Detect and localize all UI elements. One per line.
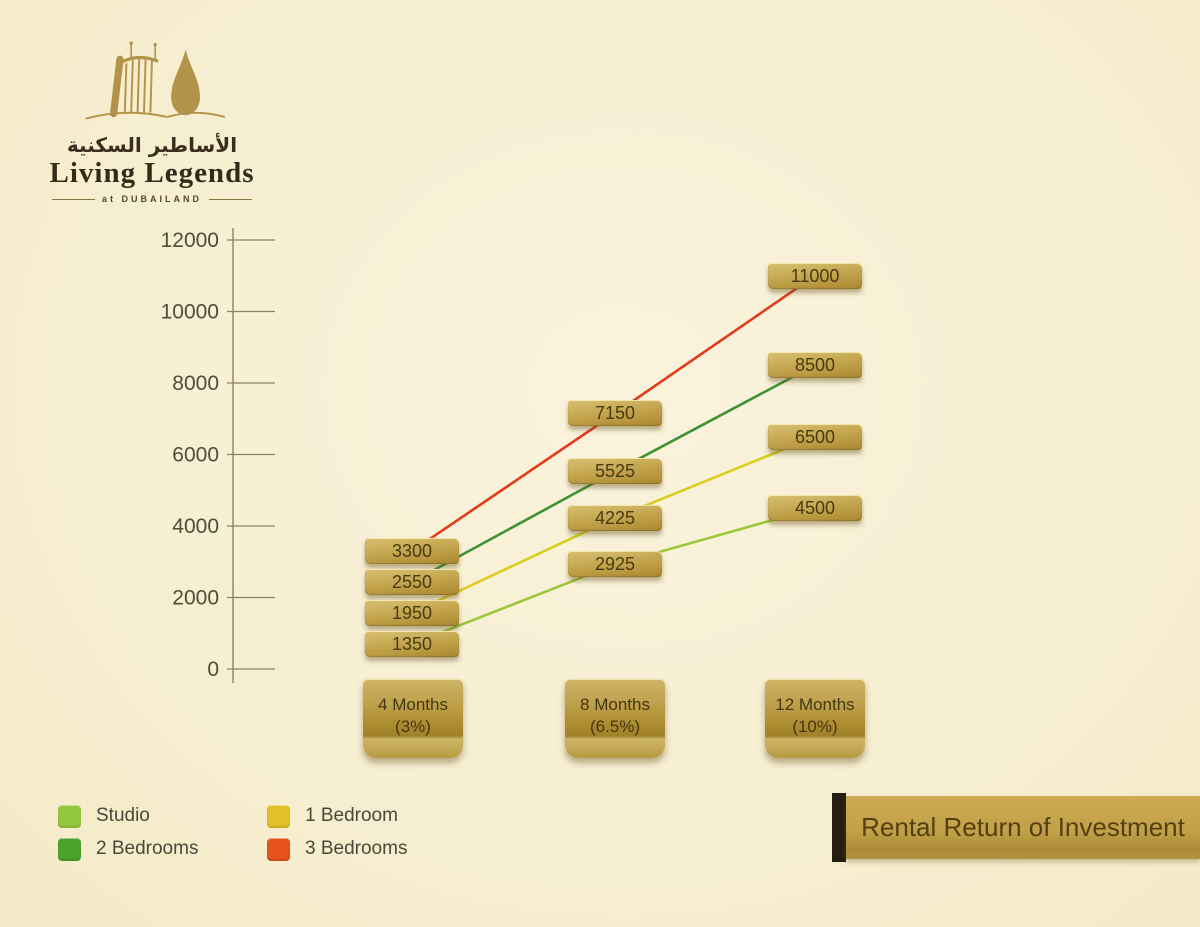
legend-swatch-icon [58, 837, 81, 861]
legend-item-1-bedroom: 1 Bedroom [267, 804, 398, 828]
brand-logo-icon [85, 41, 225, 120]
tagline-rule-right [209, 198, 252, 200]
axis-tick-label: 10000 [161, 301, 219, 324]
legend-item-2-bedrooms: 2 Bedrooms [58, 837, 198, 861]
category-label: 12 Months [775, 695, 855, 714]
axis-tick-label: 8000 [172, 372, 219, 395]
legend-label: 3 Bedrooms [305, 838, 408, 859]
value-plaque-studio: 2925 [568, 551, 662, 577]
axis-tick-label: 0 [207, 658, 219, 681]
legend-label: Studio [96, 805, 150, 826]
banner-accent-bar [832, 793, 846, 862]
axis-tick-label: 6000 [172, 444, 219, 467]
brand-name: Living Legends [49, 157, 255, 189]
category-box: 4 Months (3%) [363, 679, 463, 758]
tagline-rule-left [52, 198, 95, 200]
title-banner: Rental Return of Investment [832, 793, 1200, 862]
brand-tagline: at DUBAILAND [52, 194, 252, 204]
value-plaque-1-bedroom: 4225 [568, 505, 662, 531]
brand-arabic-name: الأساطير السكنية [66, 133, 238, 157]
category-label: 4 Months [378, 695, 448, 714]
category-box: 12 Months (10%) [765, 679, 865, 758]
axis-tick-label: 2000 [172, 587, 219, 610]
value-plaque-3-bedrooms: 7150 [568, 400, 662, 426]
brand-tagline-text: at DUBAILAND [102, 194, 202, 204]
value-plaque-1-bedroom: 1950 [365, 600, 459, 626]
value-plaque-2-bedrooms: 2550 [365, 569, 459, 595]
category-percentage: (3%) [395, 717, 431, 736]
chart-title: Rental Return of Investment [861, 812, 1185, 842]
category-percentage: (10%) [792, 717, 838, 736]
legend-item-studio: Studio [58, 804, 150, 828]
category-box: 8 Months (6.5%) [565, 679, 665, 758]
legend-swatch-icon [267, 804, 290, 828]
legend-swatch-icon [58, 804, 81, 828]
value-plaque-2-bedrooms: 5525 [568, 458, 662, 484]
legend-label: 1 Bedroom [305, 805, 398, 826]
value-plaque-1-bedroom: 6500 [768, 424, 862, 450]
axis-tick-label: 4000 [172, 515, 219, 538]
axis-tick-label: 12000 [161, 229, 219, 252]
value-plaque-3-bedrooms: 11000 [768, 263, 862, 289]
legend-swatch-icon [267, 837, 290, 861]
value-plaque-studio: 1350 [365, 631, 459, 657]
value-plaque-3-bedrooms: 3300 [365, 538, 459, 564]
banner-body: Rental Return of Investment [846, 796, 1200, 859]
roi-chart-canvas: 0 2000 4000 6000 8000 10000 12000 [161, 228, 816, 683]
legend-item-3-bedrooms: 3 Bedrooms [267, 837, 407, 861]
category-percentage: (6.5%) [589, 717, 641, 736]
value-plaque-2-bedrooms: 8500 [768, 352, 862, 378]
brand-logo: الأساطير السكنية Living Legends at DUBAI… [49, 36, 255, 204]
value-plaque-studio: 4500 [768, 495, 862, 521]
category-label: 8 Months [580, 695, 650, 714]
legend-label: 2 Bedrooms [96, 838, 199, 859]
